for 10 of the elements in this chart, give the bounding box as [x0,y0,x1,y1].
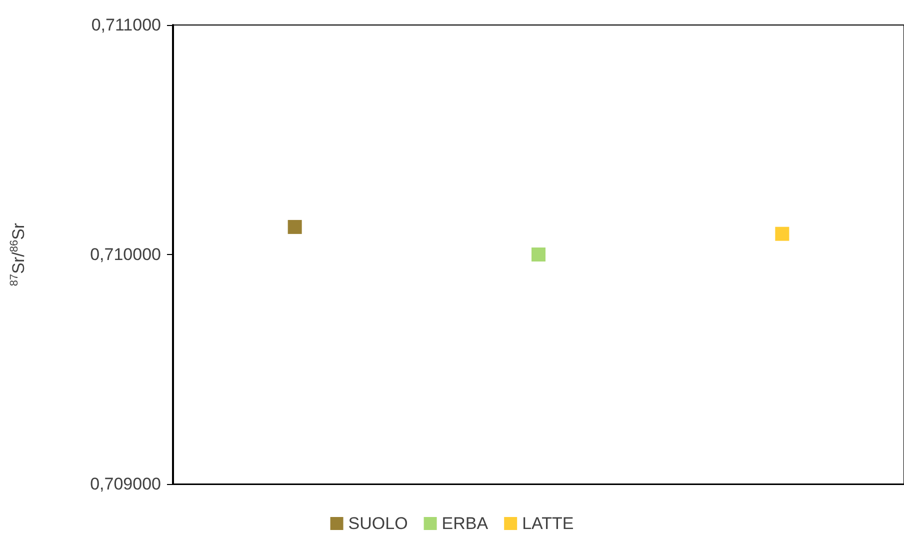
point [532,248,546,262]
legend-label: SUOLO [348,514,408,533]
legend-label: LATTE [522,514,574,533]
legend-label: ERBA [442,514,489,533]
y-tick-label: 0,711000 [91,16,161,34]
y-tick-label: 0,710000 [90,245,161,264]
y-tick-label: 0,709000 [90,474,161,494]
point [288,220,302,234]
point [775,226,790,241]
y-axis-title: 87Sr/86Sr [8,222,28,286]
